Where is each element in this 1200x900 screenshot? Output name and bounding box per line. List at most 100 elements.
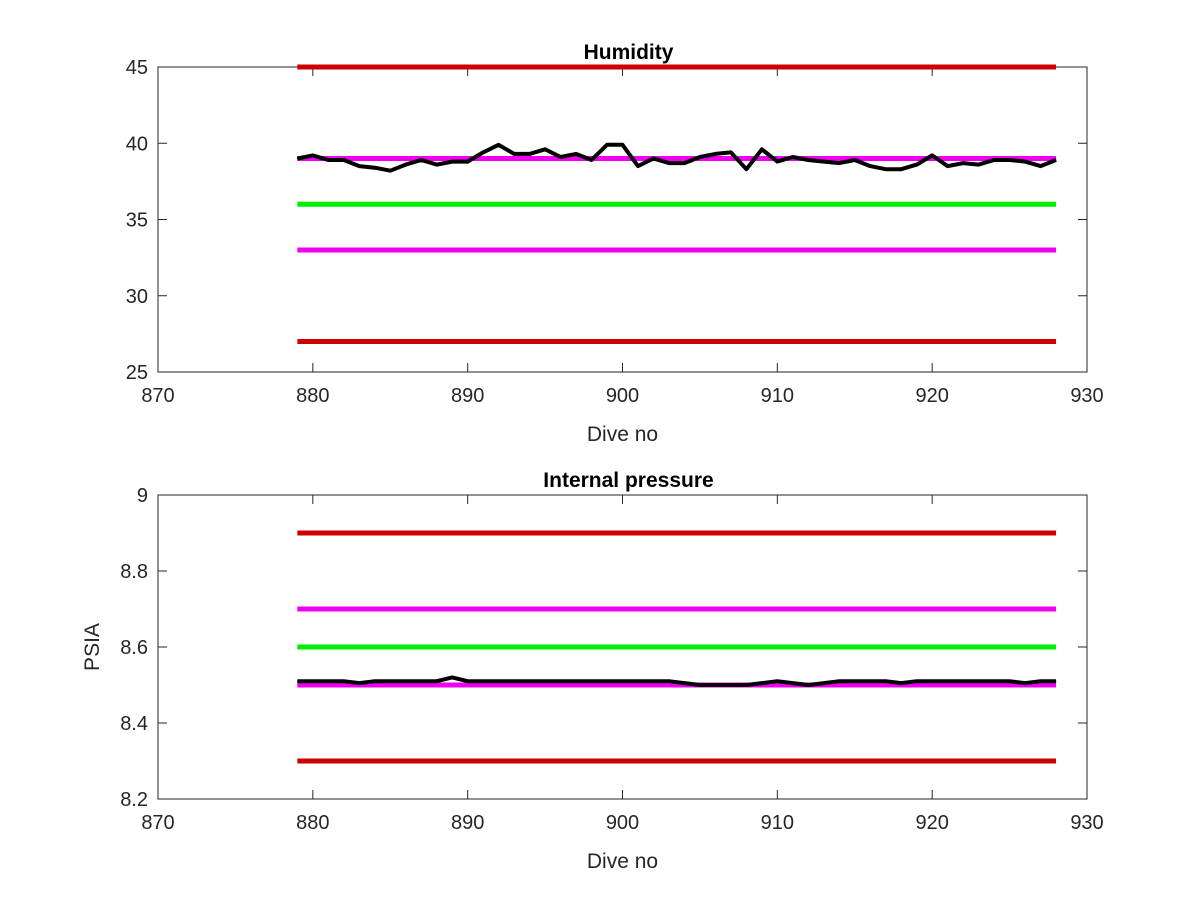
data-point	[792, 682, 794, 684]
data-point	[606, 680, 608, 682]
data-point	[529, 153, 531, 155]
y-tick-label: 9	[137, 485, 148, 507]
data-point	[296, 680, 298, 682]
data-point	[637, 680, 639, 682]
x-tick-label: 930	[1070, 385, 1103, 407]
x-axis-label: Dive no	[587, 423, 658, 446]
x-tick-label: 930	[1070, 812, 1103, 834]
data-point	[776, 161, 778, 163]
data-point	[962, 680, 964, 682]
data-point	[498, 680, 500, 682]
data-point	[467, 680, 469, 682]
data-point	[807, 159, 809, 161]
data-point	[792, 156, 794, 158]
data-point	[374, 167, 376, 169]
x-tick-label: 880	[296, 812, 329, 834]
data-point	[312, 154, 314, 156]
y-axis-label: PSIA	[81, 623, 104, 671]
data-point	[823, 682, 825, 684]
x-axis-label: Dive no	[587, 850, 658, 873]
x-tick-label: 890	[451, 385, 484, 407]
data-point	[993, 680, 995, 682]
data-series-line	[297, 142, 1057, 173]
data-point	[885, 680, 887, 682]
data-point	[544, 148, 546, 150]
data-point	[606, 144, 608, 146]
data-point	[637, 165, 639, 167]
data-point	[869, 680, 871, 682]
data-point	[513, 680, 515, 682]
data-point	[405, 164, 407, 166]
data-point	[730, 151, 732, 153]
data-point	[931, 154, 933, 156]
data-point	[1024, 161, 1026, 163]
data-point	[931, 680, 933, 682]
y-tick-label: 35	[126, 210, 148, 232]
y-tick-label: 40	[126, 133, 148, 155]
y-tick-label: 8.4	[120, 713, 148, 735]
data-point	[467, 161, 469, 163]
data-point	[854, 159, 856, 161]
axes-box	[157, 66, 1088, 373]
data-point	[776, 680, 778, 682]
data-point	[683, 162, 685, 164]
x-tick-label: 920	[915, 812, 948, 834]
x-tick-label: 880	[296, 385, 329, 407]
data-point	[436, 164, 438, 166]
x-tick-label: 870	[141, 812, 174, 834]
data-point	[451, 676, 453, 678]
data-point	[807, 684, 809, 686]
data-point	[993, 159, 995, 161]
data-point	[374, 680, 376, 682]
chart-title: Humidity	[584, 41, 674, 64]
x-tick-label: 910	[761, 812, 794, 834]
data-point	[1009, 680, 1011, 682]
data-point	[699, 684, 701, 686]
x-tick-label: 890	[451, 812, 484, 834]
data-point	[513, 153, 515, 155]
x-tick-label: 910	[761, 385, 794, 407]
data-point	[575, 153, 577, 155]
humidity-plot: 870 880 890 900 910 920 930 25 30 35 40 45 Humidity D…	[126, 41, 1104, 446]
data-point	[544, 680, 546, 682]
data-point	[358, 165, 360, 167]
data-point	[343, 159, 345, 161]
data-point	[962, 162, 964, 164]
data-point	[1055, 680, 1057, 682]
y-tick-label: 25	[126, 362, 148, 384]
data-point	[560, 680, 562, 682]
data-point	[420, 680, 422, 682]
data-point	[652, 680, 654, 682]
data-point	[745, 168, 747, 170]
data-point	[405, 680, 407, 682]
data-point	[699, 156, 701, 158]
data-point	[1040, 680, 1042, 682]
data-point	[730, 684, 732, 686]
y-tick-label: 8.6	[120, 637, 148, 659]
x-tick-label: 900	[606, 812, 639, 834]
data-point	[761, 148, 763, 150]
data-point	[451, 161, 453, 163]
data-point	[1009, 159, 1011, 161]
data-point	[591, 159, 593, 161]
data-point	[358, 682, 360, 684]
data-point	[838, 680, 840, 682]
chart-title: Internal pressure	[543, 469, 713, 492]
internal-pressure-plot: 870 880 890 900 910 920 930 8.2 8.4 8.6 8.8 9 Intern…	[81, 469, 1104, 873]
data-point	[436, 680, 438, 682]
data-series-line	[297, 675, 1056, 687]
data-point	[668, 680, 670, 682]
data-point	[900, 168, 902, 170]
data-point	[714, 684, 716, 686]
data-point	[389, 170, 391, 172]
data-point	[1055, 159, 1057, 161]
x-tick-label: 870	[141, 385, 174, 407]
data-point	[389, 680, 391, 682]
data-point	[978, 680, 980, 682]
y-tick-label: 45	[126, 57, 148, 79]
data-point	[1024, 682, 1026, 684]
data-point	[916, 164, 918, 166]
y-tick-label: 8.2	[120, 789, 148, 811]
data-point	[869, 165, 871, 167]
